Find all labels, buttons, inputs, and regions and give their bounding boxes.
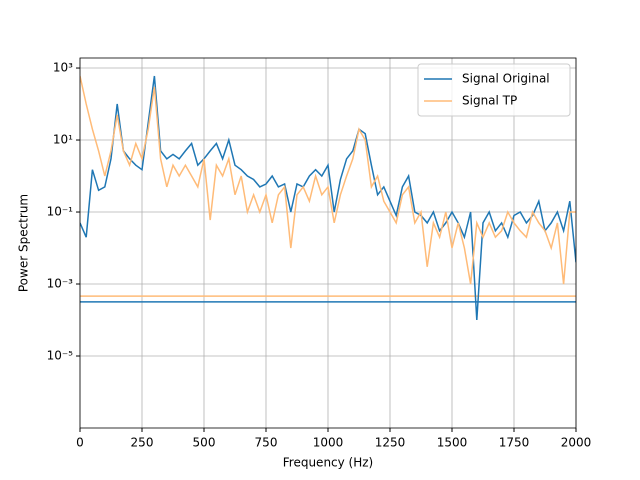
legend-label: Signal Original xyxy=(462,72,550,86)
x-tick-label: 250 xyxy=(131,436,154,450)
x-tick-label: 1250 xyxy=(375,436,406,450)
x-tick-label: 750 xyxy=(255,436,278,450)
plot-frame xyxy=(79,57,577,429)
y-tick-label: 10¹ xyxy=(53,133,73,147)
x-axis-label: Frequency (Hz) xyxy=(283,456,374,470)
legend-box xyxy=(417,63,571,117)
y-tick-label: 10³ xyxy=(53,61,73,75)
y-axis-label: Power Spectrum xyxy=(17,194,31,292)
series-line xyxy=(80,75,576,285)
series-line xyxy=(80,75,576,321)
y-tick-label: 10⁻¹ xyxy=(47,205,74,219)
x-tick-label: 1750 xyxy=(499,436,530,450)
x-tick-label: 0 xyxy=(76,436,84,450)
x-tick-label: 500 xyxy=(193,436,216,450)
x-tick-label: 1000 xyxy=(313,436,344,450)
y-tick-label: 10⁻³ xyxy=(47,277,74,291)
y-tick-label: 10⁻⁵ xyxy=(47,349,74,363)
x-tick-label: 2000 xyxy=(561,436,592,450)
legend-label: Signal TP xyxy=(462,94,517,108)
x-tick-label: 1500 xyxy=(437,436,468,450)
